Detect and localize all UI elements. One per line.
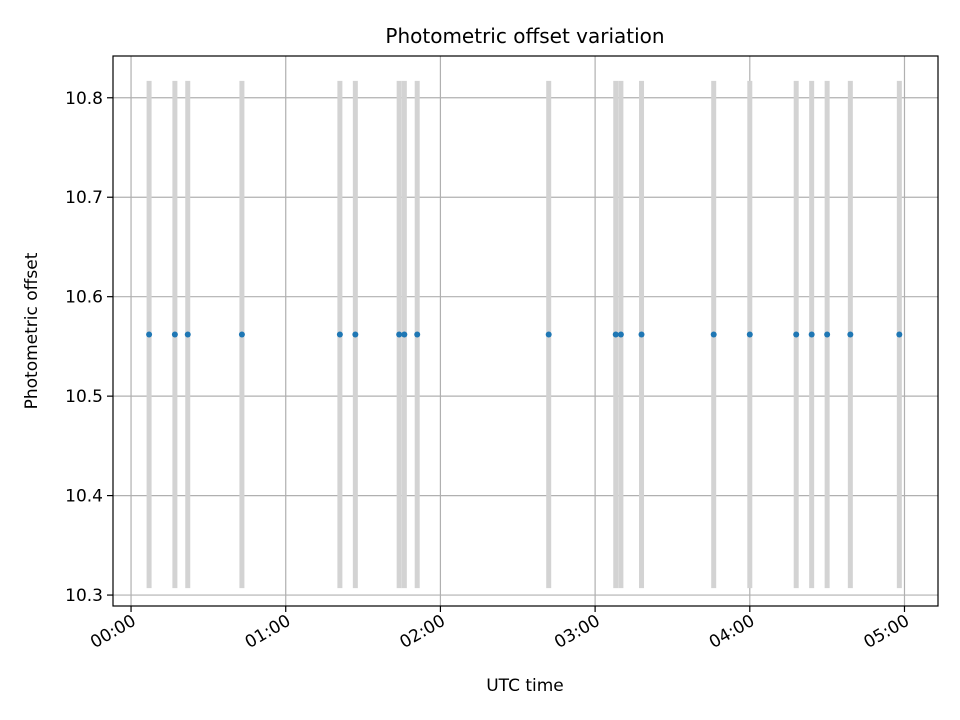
y-tick-label: 10.8 bbox=[65, 89, 103, 109]
data-point bbox=[746, 331, 753, 338]
x-tick-label: 01:00 bbox=[242, 611, 294, 653]
data-point bbox=[396, 331, 403, 338]
y-tick-label: 10.4 bbox=[65, 487, 103, 507]
data-point bbox=[710, 331, 717, 338]
x-tick-label: 00:00 bbox=[87, 611, 139, 653]
chart-title: Photometric offset variation bbox=[385, 24, 664, 48]
data-point bbox=[638, 331, 645, 338]
x-tick-label: 02:00 bbox=[396, 611, 448, 653]
grid-layer bbox=[113, 56, 938, 606]
data-point bbox=[401, 331, 408, 338]
exposure-bands bbox=[146, 80, 902, 589]
x-axis-label: UTC time bbox=[486, 676, 564, 696]
data-point bbox=[847, 331, 854, 338]
data-point bbox=[808, 331, 815, 338]
y-tick-label: 10.6 bbox=[65, 288, 103, 308]
y-tick-label: 10.5 bbox=[65, 387, 103, 407]
data-point bbox=[184, 331, 191, 338]
data-point bbox=[336, 331, 343, 338]
data-point bbox=[238, 331, 245, 338]
x-tick-label: 05:00 bbox=[861, 611, 913, 653]
data-point bbox=[352, 331, 359, 338]
data-point bbox=[896, 331, 903, 338]
data-point bbox=[617, 331, 624, 338]
data-points bbox=[146, 331, 903, 338]
data-point bbox=[414, 331, 421, 338]
plot-frame bbox=[112, 55, 939, 607]
y-tick-label: 10.7 bbox=[65, 188, 103, 208]
y-axis-label: Photometric offset bbox=[22, 252, 42, 409]
x-tick-label: 04:00 bbox=[706, 611, 758, 653]
data-point bbox=[171, 331, 178, 338]
data-point bbox=[824, 331, 831, 338]
y-tick-label: 10.3 bbox=[65, 586, 103, 606]
data-point bbox=[612, 331, 619, 338]
data-point bbox=[545, 331, 552, 338]
data-point bbox=[146, 331, 153, 338]
x-tick-label: 03:00 bbox=[551, 611, 603, 653]
axis-ticks: 00:00 01:00 02:00 03:00 04:00 05:00 10.3 10.4 10… bbox=[65, 89, 913, 653]
data-point bbox=[793, 331, 800, 338]
